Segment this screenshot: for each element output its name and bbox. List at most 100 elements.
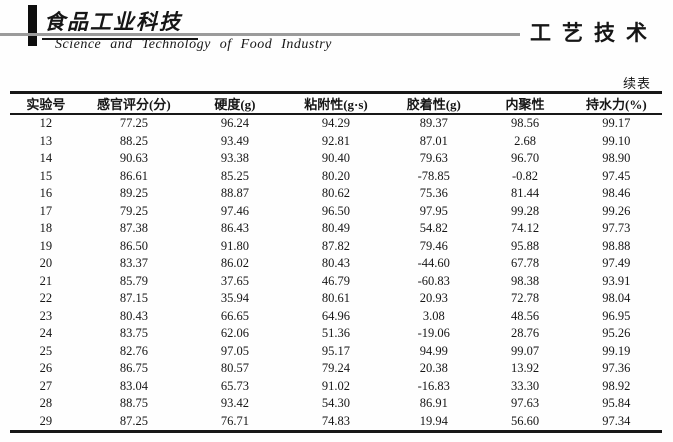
table-cell: 96.50 [321,203,351,218]
table-cell: 93.91 [602,273,631,288]
table-cell: 92.81 [321,133,351,148]
journal-title-cn: 食品工业科技 [42,6,198,40]
table-row: 26 86.75 80.57 79.24 20.38 13.92 97.36 [10,360,662,378]
table-cell: 97.49 [602,256,631,270]
table-cell: 95.88 [510,238,540,253]
table-cell: 67.78 [510,256,540,270]
table-cell: 20 [39,256,53,270]
table-cell: 23 [39,308,53,323]
table-cell: 90.63 [119,151,148,165]
table-cell: 51.36 [321,326,351,340]
table-cell: 12 [39,116,53,130]
table-cell: 21 [39,273,53,288]
table-row: 20 83.37 86.02 80.43 -44.60 67.78 97.49 [10,255,662,273]
table-cell: 35.94 [220,291,249,305]
table-cell: 20.38 [419,361,448,375]
table-cell: 98.46 [602,186,631,200]
table-cell: 90.40 [321,151,351,165]
table-row: 25 82.76 97.05 95.17 94.99 99.07 99.19 [10,343,662,361]
table-cell: 95.26 [602,326,631,340]
column-header: 粘附性(g·s) [304,97,368,112]
table-cell: 86.91 [419,396,448,410]
table-row: 23 80.43 66.65 64.96 3.08 48.56 96.95 [10,308,662,326]
table-cell: 87.82 [321,238,351,253]
table-cell: 28 [39,396,53,410]
table-cell: 94.29 [321,116,351,130]
table-cell: 98.90 [602,151,631,165]
masthead-logo-bar [28,5,37,46]
table-cell: -44.60 [417,256,450,270]
table-row: 12 77.25 96.24 94.29 89.37 98.56 99.17 [10,114,662,133]
table-cell: 98.38 [510,273,540,288]
table-cell: 80.62 [321,186,351,200]
table-body: 12 77.25 96.24 94.29 89.37 98.56 99.17 13 88.25 9… [10,114,662,432]
table-cell: 19 [39,238,53,253]
table-cell: 54.82 [419,221,448,235]
table-header-row: 实验号 感官评分(分) 硬度(g) 粘附性(g·s) 胶着性(g) 内聚性 持水力(%) [10,92,662,114]
table-cell: 97.63 [510,396,540,410]
table-cell: 83.37 [119,256,148,270]
column-header: 胶着性(g) [406,97,461,112]
table-cell: 99.07 [510,343,540,358]
table-row: 27 83.04 65.73 91.02 -16.83 33.30 98.92 [10,378,662,396]
table-cell: 62.06 [220,326,249,340]
table-cell: 87.25 [119,413,148,428]
table-cell: 79.24 [321,361,351,375]
column-header: 感官评分(分) [97,97,171,112]
table-cell: 79.25 [119,203,148,218]
table-cell: 85.79 [119,273,148,288]
table-cell: 80.49 [321,221,351,235]
table-cell: 80.20 [321,168,351,183]
table-row: 17 79.25 97.46 96.50 97.95 99.28 99.26 [10,203,662,221]
table-cell: 96.24 [220,116,249,130]
table-cell: 80.61 [321,291,351,305]
table-cell: 77.25 [119,116,148,130]
table-cell: 97.45 [602,168,631,183]
table-cell: 83.75 [119,326,148,340]
table-cell: 28.76 [510,326,540,340]
table-cell: 97.36 [602,361,631,375]
table-cell: 27 [39,378,53,393]
table-cell: 86.43 [220,221,249,235]
section-title: 工艺技术 [530,21,658,45]
column-header: 硬度(g) [214,97,256,112]
table-cell: 98.88 [602,238,631,253]
table-cell: 48.56 [510,308,540,323]
table-row: 28 88.75 93.42 54.30 86.91 97.63 95.84 [10,395,662,413]
table-cell: 95.17 [321,343,351,358]
table-cell: 33.30 [510,378,540,393]
column-header: 实验号 [26,97,66,112]
table-cell: 88.87 [220,186,249,200]
table-cell: 13.92 [510,361,540,375]
table-cell: 16 [39,186,53,200]
table-cell: 79.63 [419,151,448,165]
table-cell: 80.43 [321,256,351,270]
table-cell: 99.26 [602,203,631,218]
table-cell: 97.73 [602,221,631,235]
table-cell: 24 [39,326,53,340]
continued-table-label: 续表 [622,76,651,91]
table-cell: 87.38 [119,221,148,235]
table-cell: 25 [39,343,53,358]
table-cell: 91.80 [220,238,249,253]
column-header: 内聚性 [505,97,545,112]
table-cell: 64.96 [321,308,351,323]
table-cell: 86.50 [119,238,148,253]
table-cell: 87.01 [419,133,448,148]
table-cell: 37.65 [220,273,249,288]
table-cell: 74.12 [510,221,540,235]
table-cell: 22 [39,291,53,305]
table-cell: 56.60 [510,413,540,428]
table-cell: 3.08 [422,308,445,323]
table-cell: 26 [39,361,53,375]
table-cell: 89.37 [419,116,448,130]
table-head: 实验号 感官评分(分) 硬度(g) 粘附性(g·s) 胶着性(g) 内聚性 持水力(%) [10,92,662,114]
table-cell: 83.04 [119,378,148,393]
table-cell: 97.95 [419,203,448,218]
table-cell: 98.04 [602,291,631,305]
table-cell: 96.95 [602,308,631,323]
table-cell: 97.05 [220,343,249,358]
table-cell: 76.71 [220,413,249,428]
table-cell: -16.83 [417,378,450,393]
